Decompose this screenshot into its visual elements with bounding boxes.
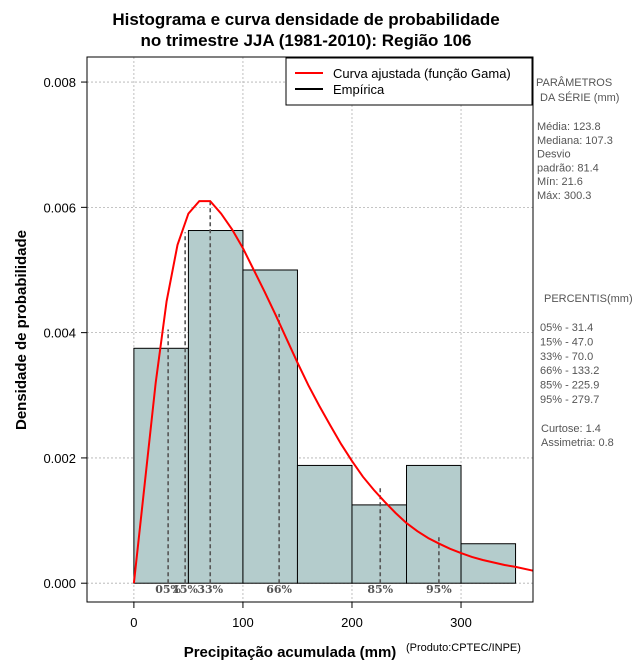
side-panel: PARÂMETROS DA SÉRIE (mm) Média: 123.8 Med…	[536, 76, 633, 449]
shape-stat-1: Assimetria: 0.8	[541, 437, 614, 449]
stat-line-0: Média: 123.8	[537, 121, 601, 133]
y-tick-label-2: 0.004	[43, 326, 76, 341]
histogram-bar-0	[133, 347, 189, 584]
legend-box	[285, 57, 533, 106]
percentile-value-0: 05% - 31.4	[540, 322, 593, 334]
histogram-bar-6	[460, 543, 517, 584]
chart-title-line-1: Histograma e curva densidade de probabil…	[112, 10, 499, 29]
legend-empirical-label: Empírica	[333, 82, 385, 97]
percentile-value-3: 66% - 133.2	[540, 365, 599, 377]
plot-frame	[86, 56, 534, 603]
percentis-title: PERCENTIS(mm)	[544, 293, 633, 305]
params-title-2: DA SÉRIE (mm)	[540, 91, 619, 104]
histogram-bars	[133, 230, 517, 584]
shape-stats: Curtose: 1.4 Assimetria: 0.8	[541, 423, 614, 449]
percentile-label-3: 66%	[266, 583, 292, 596]
y-tick-label-3: 0.006	[43, 200, 76, 215]
percentile-lines	[167, 201, 440, 584]
x-tick-label-0: 0	[130, 615, 137, 630]
histogram-bar-5	[406, 464, 462, 584]
y-tick-label-1: 0.002	[43, 451, 76, 466]
stat-line-1: Mediana: 107.3	[537, 135, 613, 147]
legend-curve-label: Curva ajustada (função Gama)	[333, 66, 511, 81]
percentile-value-4: 85% - 225.9	[540, 380, 599, 392]
stat-line-5: Máx: 300.3	[537, 190, 591, 202]
percentile-label-4: 85%	[367, 583, 393, 596]
series-stats: Média: 123.8 Mediana: 107.3 Desviopadrão: …	[537, 121, 613, 202]
percentile-label-1: 15%	[172, 583, 198, 596]
axes: 0 100 200 300 0.000 0.002 0.004 0.006 0.008	[43, 75, 471, 630]
fitted-gamma-curve	[132, 200, 534, 584]
params-title-1: PARÂMETROS	[536, 76, 612, 89]
y-tick-label-4: 0.008	[43, 75, 76, 90]
percentile-value-2: 33% - 70.0	[540, 351, 593, 363]
histogram-bar-2	[242, 269, 298, 584]
chart-title-line-2: no trimestre JJA (1981-2010): Região 106	[140, 31, 471, 50]
percentile-value-5: 95% - 279.7	[540, 394, 599, 406]
histogram-bar-3	[296, 464, 353, 584]
x-tick-label-1: 100	[232, 615, 254, 630]
legend: Curva ajustada (função Gama) Empírica	[285, 57, 533, 106]
stat-line-3: padrão: 81.4	[537, 162, 599, 174]
percentile-label-2: 33%	[197, 583, 223, 596]
stat-line-4: Mín: 21.6	[537, 176, 583, 188]
x-tick-label-3: 300	[450, 615, 472, 630]
y-tick-label-0: 0.000	[43, 576, 76, 591]
histogram-bar-1	[187, 230, 244, 584]
x-tick-label-2: 200	[341, 615, 363, 630]
y-axis-label: Densidade de probabilidade	[13, 230, 30, 430]
stat-line-2: Desvio	[537, 149, 571, 161]
percentile-label-5: 95%	[426, 583, 452, 596]
percentile-labels: 05%15% 33% 66% 85% 95%	[155, 583, 452, 596]
percentile-label-0: 05%	[155, 583, 181, 596]
percentile-values: 05% - 31.4 15% - 47.0 33% - 70.0 66% - 133.…	[540, 322, 599, 406]
histogram-bar-4	[351, 504, 408, 584]
percentile-value-1: 15% - 47.0	[540, 336, 593, 348]
shape-stat-0: Curtose: 1.4	[541, 423, 601, 435]
x-axis-label: Precipitação acumulada (mm)	[184, 644, 397, 660]
product-credit: (Produto:CPTEC/INPE)	[406, 642, 521, 654]
